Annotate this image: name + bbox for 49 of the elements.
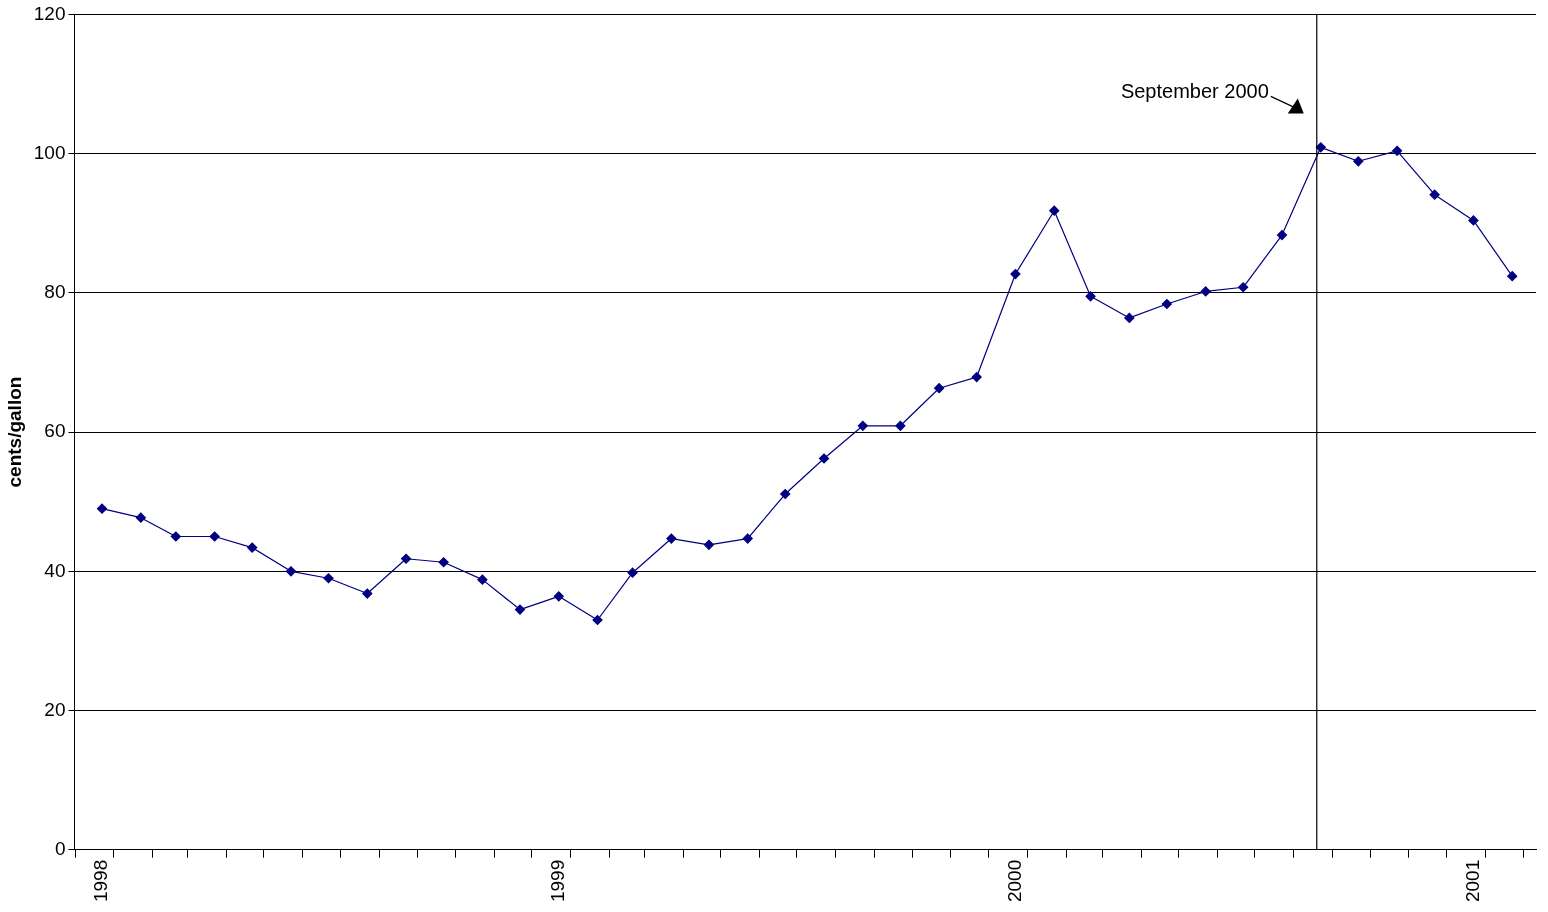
point bbox=[703, 539, 714, 550]
point bbox=[477, 574, 488, 585]
y-tick-label: 60 bbox=[44, 420, 66, 442]
y-tick-label: 100 bbox=[33, 141, 66, 163]
point bbox=[247, 542, 258, 553]
point bbox=[323, 573, 334, 584]
point bbox=[1468, 215, 1479, 226]
point bbox=[895, 420, 906, 431]
point bbox=[1392, 145, 1403, 156]
point bbox=[1161, 298, 1172, 310]
x-tick-label: 1998 bbox=[90, 859, 112, 903]
y-tick-label: 80 bbox=[44, 281, 66, 303]
x-tick-label: 2000 bbox=[1003, 859, 1025, 903]
point bbox=[209, 531, 220, 542]
y-tick-label: 0 bbox=[54, 837, 66, 859]
point bbox=[1124, 312, 1135, 323]
point bbox=[934, 383, 945, 394]
point bbox=[666, 533, 677, 544]
point bbox=[285, 566, 297, 577]
point bbox=[1315, 142, 1326, 153]
point bbox=[627, 567, 638, 578]
point bbox=[1276, 229, 1288, 241]
y-tick-label: 120 bbox=[33, 2, 66, 24]
point bbox=[362, 588, 373, 599]
x-tick-label: 1999 bbox=[546, 859, 568, 903]
point bbox=[1049, 205, 1060, 216]
y-tick-label: 40 bbox=[44, 559, 66, 581]
point bbox=[1429, 189, 1440, 200]
point bbox=[742, 533, 753, 544]
point bbox=[1353, 156, 1364, 167]
point bbox=[1200, 286, 1211, 297]
x-tick-label: 2001 bbox=[1461, 859, 1483, 903]
ref-line-label: September 2000 bbox=[1120, 79, 1269, 102]
point bbox=[438, 557, 449, 568]
point bbox=[170, 531, 181, 542]
point bbox=[1010, 268, 1021, 280]
point bbox=[514, 604, 526, 615]
point bbox=[96, 503, 108, 514]
point bbox=[553, 591, 564, 602]
point bbox=[1085, 291, 1096, 302]
point bbox=[971, 371, 982, 383]
point bbox=[857, 420, 868, 431]
point bbox=[135, 512, 146, 523]
point bbox=[1238, 282, 1249, 293]
point bbox=[780, 488, 791, 500]
y-tick-label: 20 bbox=[44, 698, 66, 720]
y-axis-title: cents/gallon bbox=[3, 376, 25, 488]
point bbox=[1507, 271, 1518, 282]
point bbox=[400, 553, 412, 564]
